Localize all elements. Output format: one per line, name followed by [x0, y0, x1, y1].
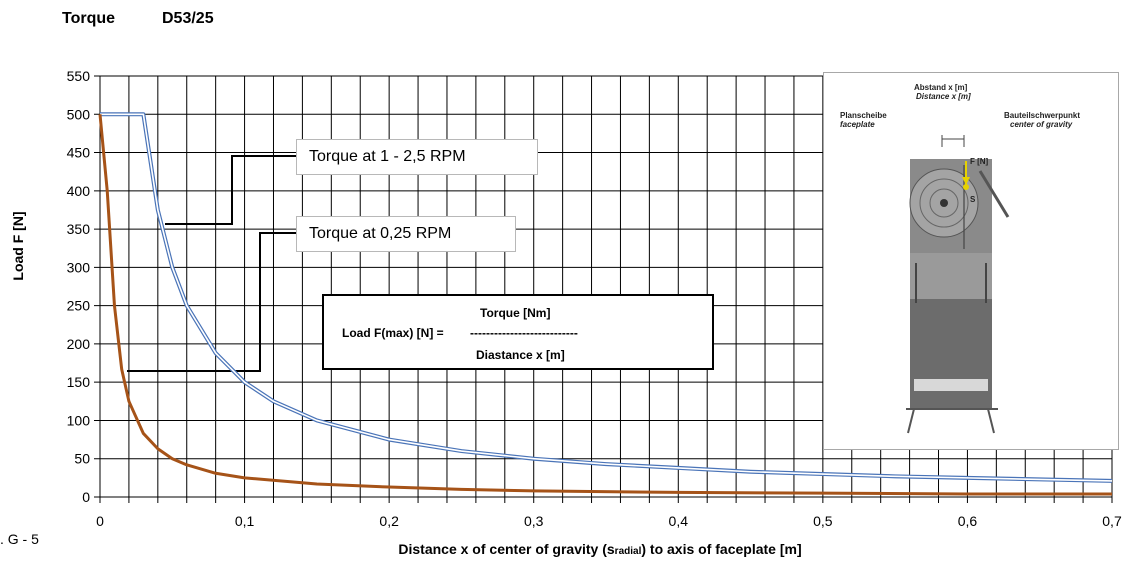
machine-illustration	[906, 135, 1010, 434]
y-tick-label: 50	[74, 451, 90, 467]
y-tick-label: 450	[67, 145, 91, 161]
x-tick-label: 0,5	[813, 513, 833, 529]
leader-rpm-high	[165, 155, 296, 225]
model-label: D53/25	[162, 10, 214, 27]
y-axis-ticks: 0 50 100 150 200 250 300 350 400 450 500 550	[67, 68, 91, 505]
y-tick-label: 300	[67, 259, 91, 275]
series-line-rpm-low	[98, 114, 1112, 496]
photo-faceplate-de: Planscheibe	[840, 111, 887, 120]
machine-photo: Abstand x [m] Distance x [m] Planscheibe…	[823, 72, 1119, 450]
formula-fraction-bar: ---------------------------	[470, 326, 578, 340]
y-tick-label: 150	[67, 374, 91, 390]
x-axis-ticks: 0 0,1 0,2 0,3 0,4 0,5 0,6 0,7	[96, 513, 1122, 529]
callout-leader-lines	[127, 155, 296, 372]
photo-cog-de: Bauteilschwerpunkt	[1004, 111, 1081, 120]
x-tick-label: 0,1	[235, 513, 255, 529]
y-tick-label: 0	[82, 489, 90, 505]
callout-rpm-high: Torque at 1 - 2,5 RPM	[296, 139, 538, 175]
y-tick-label: 250	[67, 298, 91, 314]
chart-series	[98, 112, 1113, 496]
photo-force-label: F [N]	[970, 157, 989, 166]
y-tick-label: 550	[67, 68, 91, 84]
photo-distance-en: Distance x [m]	[916, 92, 971, 101]
chart-title: Torque	[62, 10, 116, 27]
formula-box: Torque [Nm] Load F(max) [N] = ----------…	[322, 294, 714, 370]
formula-lhs: Load F(max) [N] =	[342, 326, 444, 340]
x-tick-label: 0,6	[958, 513, 978, 529]
callout-rpm-low: Torque at 0,25 RPM	[296, 216, 516, 252]
y-tick-label: 200	[67, 336, 91, 352]
photo-s-label: S	[970, 195, 976, 204]
x-tick-label: 0	[96, 513, 104, 529]
y-tick-label: 500	[67, 106, 91, 122]
y-tick-label: 350	[67, 221, 91, 237]
series-line-rpm-high-core	[100, 113, 1113, 482]
photo-faceplate-en: faceplate	[840, 120, 875, 129]
x-tick-label: 0,2	[379, 513, 399, 529]
x-tick-label: 0,4	[669, 513, 689, 529]
x-tick-label: 0,3	[524, 513, 544, 529]
photo-cog-en: center of gravity	[1010, 120, 1073, 129]
y-tick-label: 100	[67, 412, 91, 428]
formula-numerator: Torque [Nm]	[480, 306, 551, 320]
x-tick-label: 0,7	[1102, 513, 1122, 529]
photo-distance-de: Abstand x [m]	[914, 83, 968, 92]
figure-label: . G - 5	[0, 531, 39, 547]
y-axis-label: Load F [N]	[10, 211, 26, 281]
x-axis-label: Distance x of center of gravity (sradial…	[398, 541, 802, 557]
leader-rpm-low	[127, 232, 296, 372]
y-tick-label: 400	[67, 183, 91, 199]
formula-denominator: Diastance x [m]	[476, 348, 565, 362]
